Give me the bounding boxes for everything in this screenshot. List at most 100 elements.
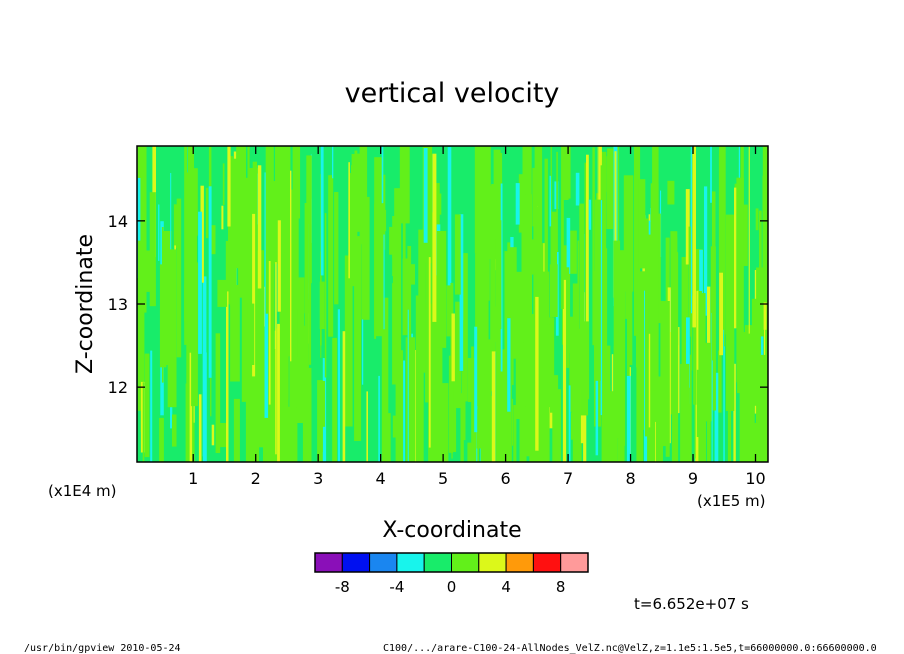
field-streak: [252, 213, 256, 377]
field-streak: [467, 442, 475, 462]
field-streak: [149, 192, 156, 307]
x-tick-label: 2: [251, 469, 261, 488]
field-streak: [736, 177, 744, 383]
x-tick-label: 8: [625, 469, 635, 488]
field-streak: [137, 177, 141, 279]
field-streak: [600, 200, 603, 416]
field-streak: [638, 179, 646, 269]
field-streak: [189, 352, 193, 462]
field-streak: [381, 146, 384, 204]
field-streak: [532, 167, 538, 227]
field-streak: [608, 391, 618, 462]
field-streak: [483, 267, 489, 375]
field-streak: [184, 284, 190, 322]
field-streak: [415, 295, 424, 462]
field-streak: [685, 387, 690, 462]
field-streak: [746, 361, 755, 462]
colorbar-frame: [314, 552, 589, 573]
field-streak: [264, 313, 269, 418]
field-streak: [253, 337, 260, 462]
field-streak: [738, 146, 740, 203]
field-streak: [319, 397, 323, 452]
field-streak: [696, 369, 699, 437]
field-streak: [138, 146, 147, 313]
field-streak: [483, 395, 492, 462]
field-streak: [428, 257, 431, 448]
field-streak: [455, 301, 461, 409]
field-streak: [247, 215, 252, 318]
field-streak: [463, 264, 467, 293]
field-streak: [576, 401, 582, 462]
field-streak: [739, 332, 746, 462]
field-streak: [723, 329, 725, 462]
y-tick-label: 13: [108, 295, 128, 314]
field-streak: [446, 285, 451, 337]
field-streak: [511, 329, 514, 385]
field-streak: [176, 198, 182, 358]
field-streak: [607, 148, 614, 198]
field-streak: [265, 146, 274, 326]
field-streak: [579, 203, 584, 390]
field-streak: [718, 350, 722, 413]
field-streak: [567, 316, 576, 354]
field-streak: [569, 327, 578, 412]
field-streak: [561, 146, 571, 199]
colorbar: -8 -4 0 4 8: [314, 552, 589, 596]
field-streak: [712, 191, 716, 361]
field-streak: [219, 423, 228, 448]
field-streak: [600, 165, 607, 384]
field-streak: [290, 170, 292, 362]
field-streak: [142, 250, 151, 292]
field-streak: [547, 317, 555, 408]
field-streak: [332, 146, 334, 179]
field-streak: [707, 412, 711, 462]
field-streak: [450, 318, 457, 452]
field-streak: [592, 147, 595, 346]
field-streak: [710, 146, 712, 203]
field-streak: [305, 293, 309, 387]
field-streak: [402, 258, 410, 336]
field-streak: [762, 175, 768, 303]
field-streak: [513, 405, 517, 462]
field-streak: [302, 384, 312, 462]
field-streak: [460, 393, 464, 462]
field-streak: [567, 230, 577, 274]
x-tick-label: 5: [438, 469, 448, 488]
field-streak: [509, 247, 517, 359]
field-streak: [476, 409, 484, 449]
field-streak: [278, 197, 286, 268]
x-tick-label: 6: [501, 469, 511, 488]
field-streak: [307, 367, 312, 462]
field-streak: [671, 252, 679, 462]
field-streak: [191, 168, 198, 236]
field-streak: [577, 240, 579, 398]
field-streak: [257, 165, 262, 289]
field-streak: [283, 341, 289, 462]
field-streak: [613, 240, 621, 439]
field-streak: [275, 262, 277, 455]
field-streak: [719, 272, 723, 356]
field-streak: [474, 146, 480, 254]
field-streak: [690, 295, 693, 371]
field-streak: [634, 166, 639, 307]
field-streak: [601, 345, 611, 446]
field-streak: [660, 301, 670, 447]
field-streak: [588, 199, 592, 230]
field-streak: [348, 162, 350, 279]
field-streak: [650, 183, 659, 391]
field-streak: [186, 172, 196, 335]
field-streak: [407, 309, 409, 462]
field-streak: [547, 382, 550, 462]
x-axis-label: X-coordinate: [382, 518, 521, 543]
field-streak: [507, 318, 511, 412]
field-streak: [765, 290, 768, 362]
field-streak: [296, 357, 305, 423]
colorbar-tick-label: -4: [389, 578, 404, 596]
field-streak: [692, 146, 696, 328]
field-streak: [549, 264, 558, 317]
field-streak: [230, 158, 237, 307]
field-streak: [755, 208, 759, 231]
field-streak: [440, 383, 449, 462]
colorbar-tick-label: -8: [335, 578, 350, 596]
field-streak: [451, 313, 455, 382]
